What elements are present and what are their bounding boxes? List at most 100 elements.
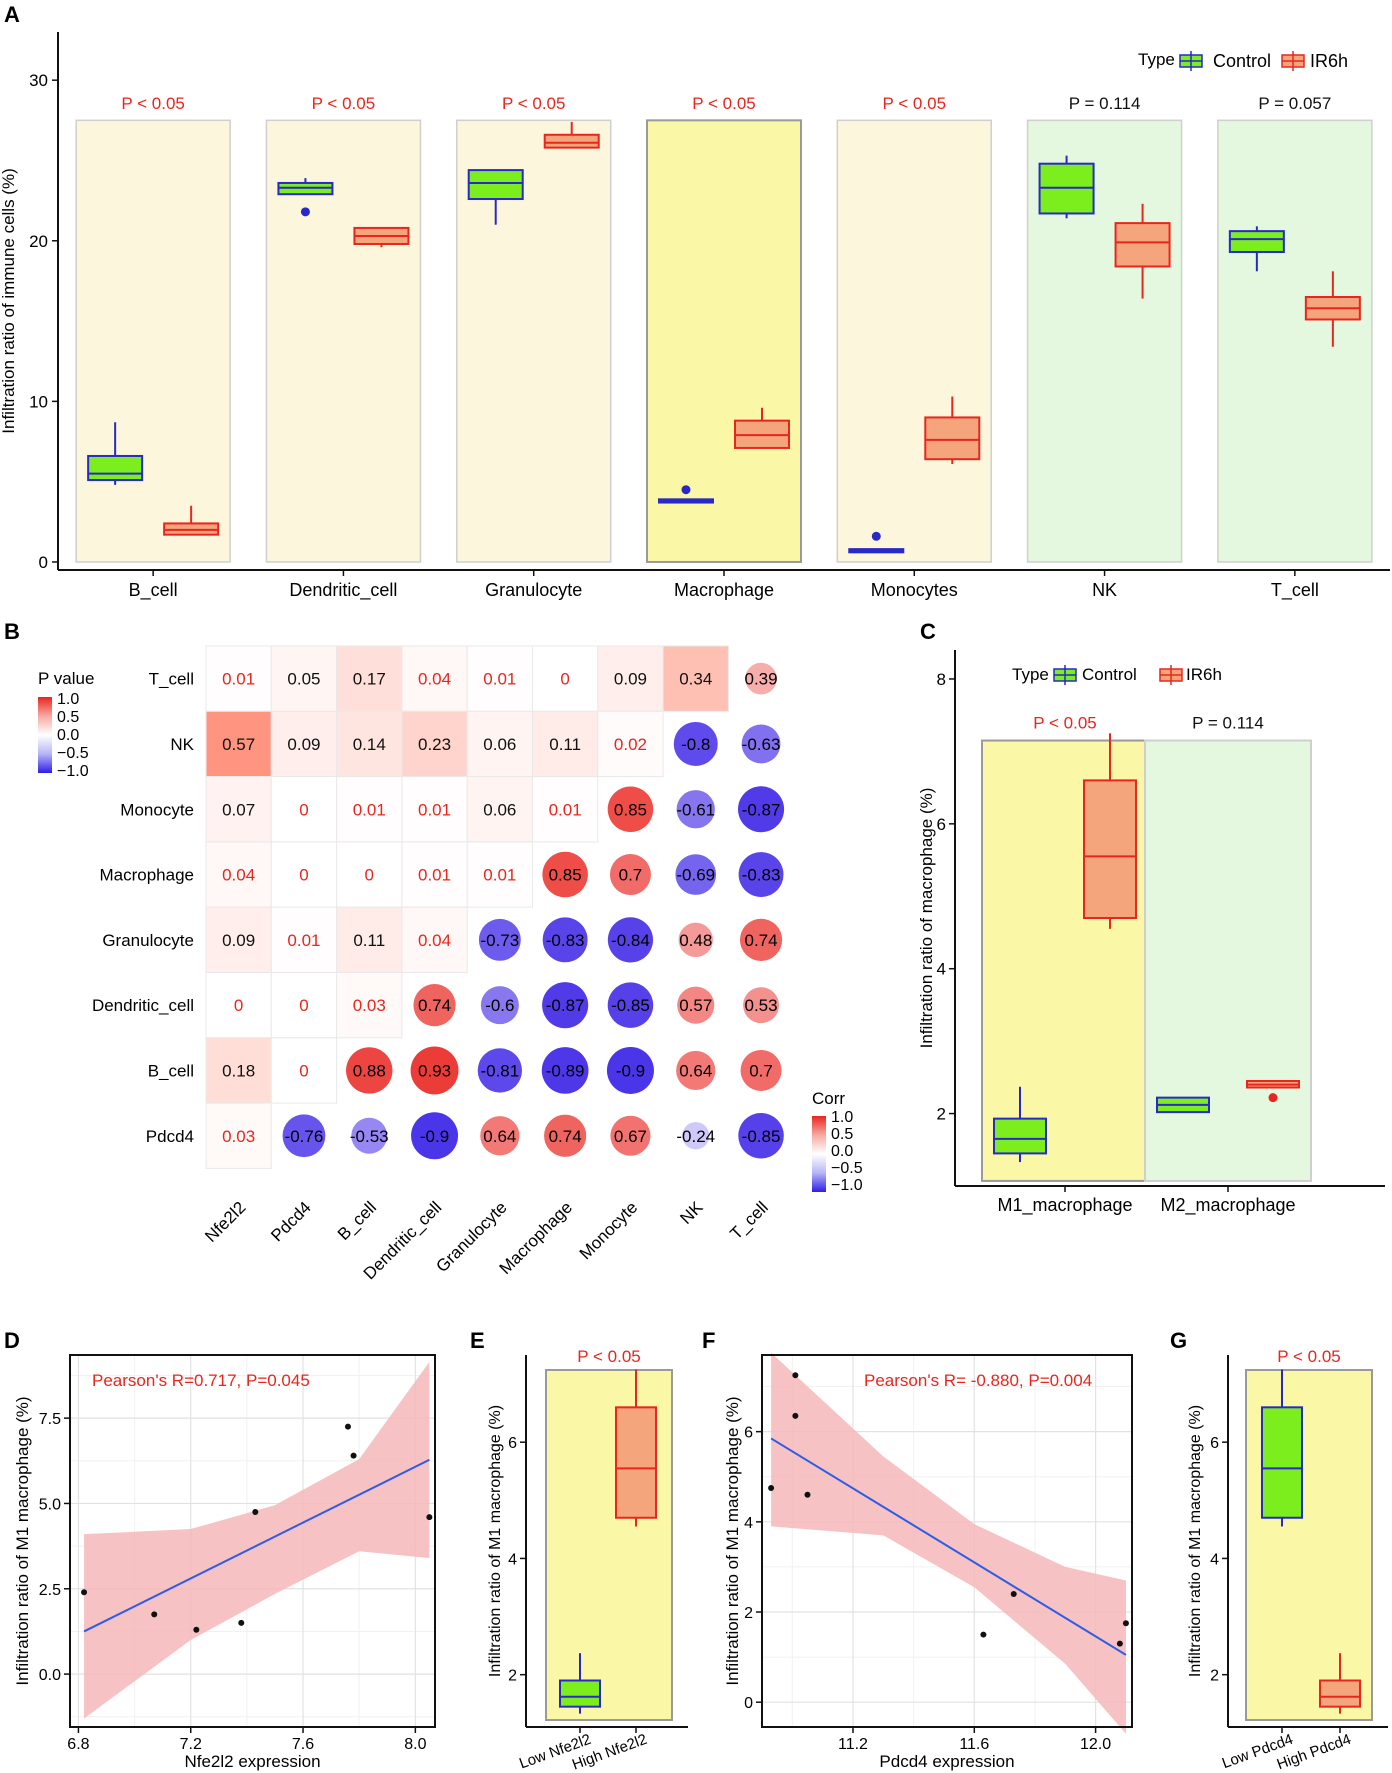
pvalue-cell-text: 0 — [299, 996, 308, 1015]
corr-circle — [410, 1046, 459, 1095]
corr-circle — [351, 1117, 388, 1154]
corr-circle-text: -0.84 — [611, 931, 650, 950]
x-tick-label: 7.6 — [292, 1736, 314, 1753]
box-Low-Nfe2l2-box — [559, 1679, 601, 1708]
pvalue-cell-text: 0.01 — [287, 931, 320, 950]
pvalue-cell — [270, 1037, 338, 1104]
x-tick-label: Granulocyte — [485, 580, 582, 600]
corr-circle-text: 0.85 — [614, 800, 647, 819]
corr-circle — [544, 1114, 587, 1157]
pvalue-cell — [466, 776, 534, 843]
pvalue-legend-bar — [38, 697, 52, 773]
y-tick-label: 6 — [744, 1425, 753, 1442]
corr-circle-text: -0.8 — [681, 735, 710, 754]
pvalue-cell — [205, 906, 272, 974]
data-point — [792, 1412, 799, 1419]
corr-circle-text: -0.9 — [616, 1061, 645, 1080]
y-axis-title: Infiltration ratio of M1 macrophage (%) — [487, 1405, 504, 1677]
strip-B_cell — [75, 119, 231, 563]
pvalue-label: P < 0.05 — [1033, 714, 1097, 733]
pvalue-legend-tick: 0.5 — [57, 709, 79, 726]
y-tick-label: 2 — [1210, 1668, 1219, 1685]
corr-legend-tick: 0.5 — [831, 1126, 853, 1143]
strip-T_cell — [1217, 119, 1373, 563]
x-axis-title: Pdcd4 expression — [879, 1752, 1014, 1771]
y-tick-label: 0.0 — [39, 1667, 61, 1684]
correlation-annotation: Pearson's R= -0.880, P=0.004 — [864, 1371, 1092, 1390]
x-tick-label: 8.0 — [404, 1736, 426, 1753]
y-tick-label: 2.5 — [39, 1582, 61, 1599]
legend-label-ir6h: IR6h — [1310, 51, 1348, 71]
pvalue-cell-text: 0 — [299, 1061, 308, 1080]
pvalue-label: P < 0.05 — [312, 94, 376, 113]
pvalue-cell — [205, 645, 272, 712]
row-label: Macrophage — [99, 866, 194, 885]
corr-circle — [738, 852, 784, 897]
corr-circle — [606, 1046, 654, 1094]
pvalue-cell — [205, 710, 272, 778]
col-label: Monocyte — [576, 1198, 642, 1264]
pvalue-legend-tick: 1.0 — [57, 691, 79, 708]
corr-circle-text: 0.39 — [745, 670, 778, 689]
box-ir6h-M2_macrophage-outlier-0 — [1268, 1093, 1278, 1103]
corr-legend-bar — [812, 1116, 826, 1192]
y-tick-label: 6 — [508, 1435, 517, 1452]
pvalue-cell-text: 0.57 — [222, 735, 255, 754]
corr-circle — [745, 662, 777, 695]
corr-circle-text: 0.48 — [679, 931, 712, 950]
panel-c-boxplot: P < 0.05 M1_macrophage P = 0.114 M2_macroph… — [917, 650, 1385, 1216]
pvalue-cell-text: 0.03 — [353, 996, 386, 1015]
data-point — [1122, 1620, 1129, 1627]
panel-label-a: A — [4, 2, 20, 27]
corr-circle — [610, 1115, 651, 1156]
corr-circle-text: -0.85 — [742, 1127, 781, 1146]
x-tick-label: T_cell — [1271, 580, 1319, 601]
pvalue-cell-text: 0.01 — [353, 800, 386, 819]
y-tick-label: 10 — [29, 392, 48, 411]
corr-circle — [678, 922, 713, 958]
data-point — [238, 1619, 245, 1626]
y-tick-label: 4 — [1210, 1551, 1219, 1568]
pvalue-cell-text: 0.01 — [418, 800, 451, 819]
x-tick-label: Dendritic_cell — [289, 580, 397, 601]
corr-circle-text: 0.67 — [614, 1127, 647, 1146]
pvalue-cell-text: 0.01 — [483, 670, 516, 689]
y-tick-label: 20 — [29, 232, 48, 251]
pvalue-cell — [401, 645, 468, 712]
corr-circle-text: -0.61 — [676, 800, 715, 819]
y-tick-label: 8 — [937, 670, 946, 689]
pvalue-cell-text: 0.07 — [222, 800, 255, 819]
x-tick-label: M2_macrophage — [1160, 1195, 1295, 1216]
pvalue-cell-text: 0.09 — [222, 931, 255, 950]
corr-circle — [676, 790, 715, 829]
corr-circle — [607, 917, 654, 963]
corr-circle-text: -0.83 — [742, 866, 781, 885]
corr-circle — [480, 1116, 520, 1156]
pvalue-cell-text: 0.04 — [222, 866, 255, 885]
corr-circle — [607, 982, 654, 1028]
col-label: Pdcd4 — [267, 1198, 315, 1246]
y-tick-label: 4 — [744, 1515, 753, 1532]
box-control-Monocytes-outlier-0 — [871, 531, 881, 541]
corr-circle — [741, 724, 781, 764]
panel-label-d: D — [4, 1328, 20, 1353]
y-axis-title: Infiltration ratio of immune cells (%) — [0, 168, 18, 433]
corr-legend-tick: −0.5 — [831, 1160, 863, 1177]
pvalue-cell-text: 0.23 — [418, 735, 451, 754]
correlation-annotation: Pearson's R=0.717, P=0.045 — [92, 1371, 310, 1390]
y-tick-label: 0 — [39, 553, 48, 572]
pvalue-legend-tick: −0.5 — [57, 745, 89, 762]
pvalue-cell — [336, 841, 403, 908]
corr-circle-text: 0.93 — [418, 1061, 451, 1080]
corr-circle-text: 0.74 — [418, 996, 451, 1015]
data-point — [344, 1423, 351, 1430]
pvalue-label: P < 0.05 — [502, 94, 566, 113]
corr-circle — [676, 1050, 716, 1091]
data-point — [426, 1514, 433, 1521]
pvalue-cell-text: 0.01 — [418, 866, 451, 885]
pvalue-cell-text: 0 — [560, 670, 569, 689]
x-tick-label: 12.0 — [1080, 1736, 1111, 1753]
data-point — [193, 1626, 200, 1633]
pvalue-cell — [401, 906, 468, 974]
